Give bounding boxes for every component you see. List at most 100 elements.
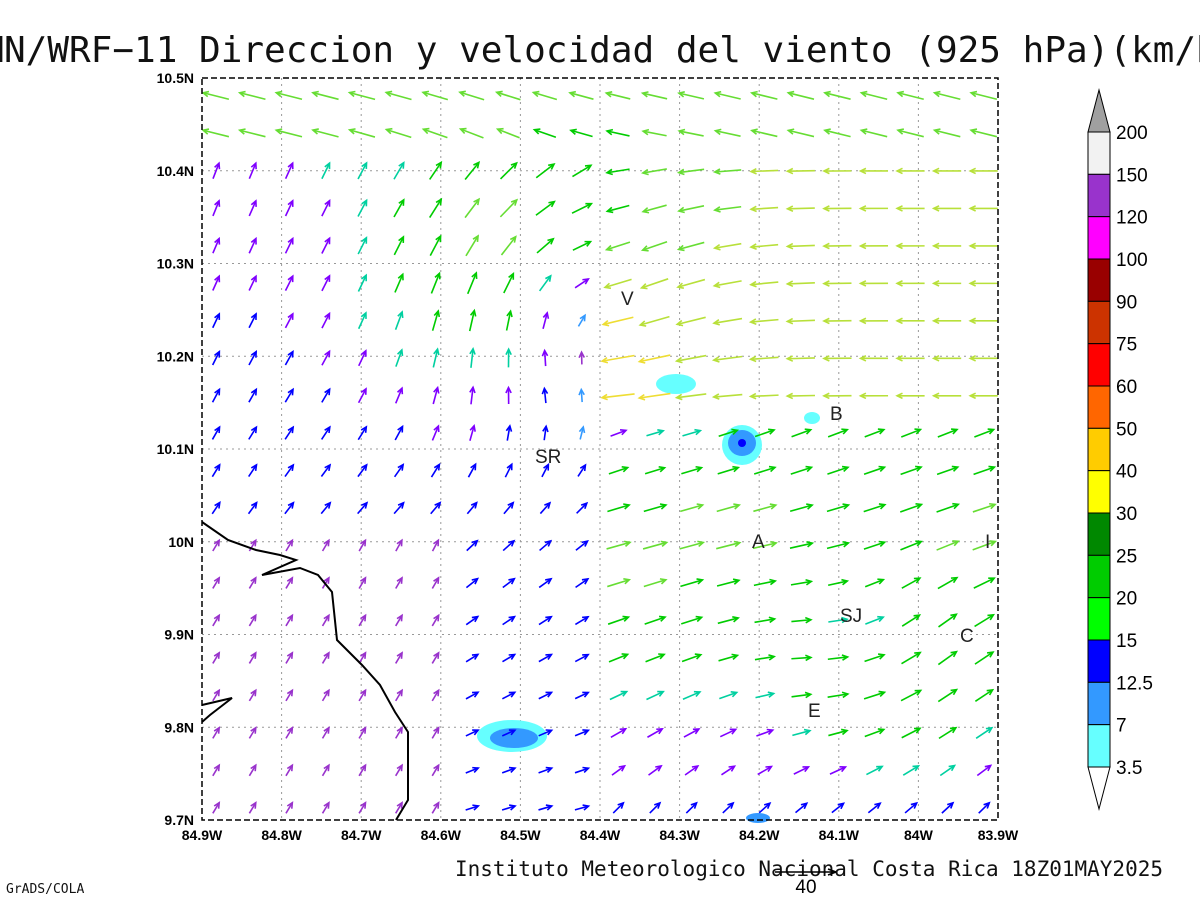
wind-arrow (431, 763, 440, 777)
wind-arrow (432, 385, 440, 405)
wind-arrow (827, 691, 850, 699)
wind-arrow (791, 654, 813, 662)
y-axis-labels: 10.5N 10.4N 10.3N 10.2N 10.1N 10N 9.9N 9.8N 9.7N (157, 70, 194, 828)
colorbar-label: 3.5 (1116, 758, 1142, 779)
wind-arrow (285, 538, 294, 552)
wind-arrow (357, 273, 367, 292)
wind-arrow (274, 90, 303, 101)
wind-arrow (505, 347, 512, 368)
shade-cyan (656, 374, 696, 394)
wind-arrow (284, 350, 294, 366)
wind-arrow (320, 501, 332, 515)
wind-arrow (358, 688, 367, 702)
wind-arrow (248, 274, 257, 291)
wind-arrow (712, 280, 742, 289)
wind-arrow (607, 503, 631, 513)
wind-arrow (931, 392, 962, 400)
wind-arrow (895, 167, 925, 175)
wind-arrow (750, 128, 778, 138)
wind-arrow (937, 688, 959, 703)
wind-arrow (785, 205, 815, 212)
wind-arrow (606, 540, 632, 550)
wind-arrow (347, 90, 376, 101)
wind-arrow (284, 274, 294, 291)
wind-arrow (863, 503, 887, 513)
wind-arrow (569, 128, 593, 138)
wind-arrow (284, 425, 295, 440)
coastline-south (201, 697, 233, 723)
wind-arrow (941, 801, 955, 814)
wind-arrow (542, 311, 550, 330)
wind-arrow (321, 613, 330, 627)
colorbar-swatch (1087, 512, 1111, 556)
wind-arrow (284, 312, 294, 329)
wind-arrow (211, 501, 221, 515)
wind-arrow (640, 91, 668, 100)
wind-arrow (712, 168, 742, 175)
wind-arrow (749, 243, 779, 250)
x-tick-label: 84.1W (819, 827, 860, 843)
x-tick-label: 84.4W (580, 827, 621, 843)
wind-arrow (320, 425, 331, 440)
wind-arrow (505, 385, 512, 405)
wind-arrow (712, 317, 743, 326)
wind-arrow (758, 801, 772, 814)
y-tick-label: 10.1N (157, 441, 194, 457)
wind-arrow (607, 615, 631, 625)
wind-arrow (968, 317, 998, 325)
wind-arrow (858, 242, 889, 250)
wind-arrow (321, 349, 331, 366)
wind-arrow (572, 164, 593, 178)
wind-arrow (212, 651, 221, 664)
wind-arrow (757, 765, 774, 776)
wind-arrow (285, 726, 294, 739)
wind-arrow (539, 501, 552, 515)
wind-arrow (578, 387, 585, 403)
colorbar-label: 120 (1116, 208, 1148, 229)
wind-arrow (822, 205, 852, 212)
wind-arrow (538, 274, 552, 292)
wind-arrow (465, 729, 480, 737)
wind-arrow (574, 653, 590, 663)
wind-arrow (358, 801, 367, 814)
wind-arrow (790, 465, 814, 475)
wind-arrow (248, 651, 257, 664)
wind-arrow (718, 428, 740, 437)
wind-arrow (211, 425, 221, 440)
wind-arrow (578, 425, 586, 440)
wind-arrow (827, 654, 850, 661)
place-label-sj: SJ (840, 606, 862, 627)
wind-arrow (895, 354, 925, 362)
colorbar-swatch (1087, 470, 1111, 514)
wind-arrow (895, 242, 925, 250)
colorbar-swatch (1087, 258, 1111, 302)
wind-arrow (357, 236, 368, 255)
wind-arrow (571, 202, 594, 214)
wind-arrow (685, 801, 698, 814)
wind-arrow (822, 392, 852, 400)
wind-arrow (610, 429, 628, 437)
wind-arrow (639, 278, 669, 290)
colorbar-swatch (1087, 131, 1111, 175)
wind-arrow (863, 690, 887, 700)
y-tick-label: 10.4N (157, 163, 194, 179)
wind-arrow (321, 688, 330, 702)
wind-arrow (937, 428, 959, 438)
wind-arrow (212, 726, 221, 739)
wind-arrow (394, 726, 403, 739)
place-label-c: C (960, 626, 974, 647)
wind-arrow (900, 465, 923, 476)
place-label-a: A (752, 532, 765, 553)
wind-arrow (248, 387, 258, 403)
colorbar-label: 40 (1116, 462, 1137, 483)
wind-arrow (938, 726, 958, 740)
wind-arrow (502, 615, 517, 626)
wind-arrow (822, 280, 852, 287)
wind-arrow (975, 726, 994, 739)
plot-area: V B SR A I SJ C E (201, 77, 999, 823)
wind-arrow (394, 688, 403, 702)
wind-arrow (358, 538, 367, 552)
wind-arrow (867, 802, 882, 814)
colorbar-top-triangle (1087, 88, 1111, 133)
wind-arrow (431, 538, 440, 552)
